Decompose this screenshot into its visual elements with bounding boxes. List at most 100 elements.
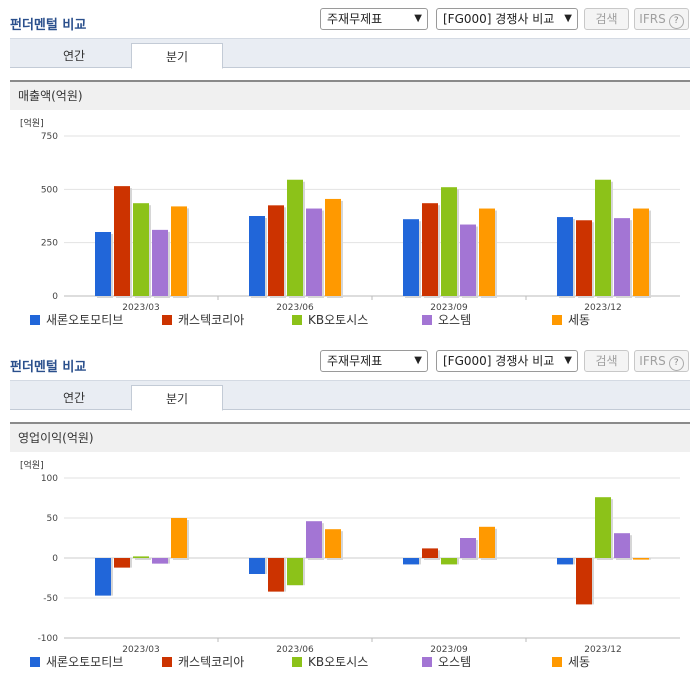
x-tick-label: 2023/06	[276, 303, 314, 310]
bar[interactable]	[133, 556, 149, 558]
bar[interactable]	[595, 179, 611, 296]
legend-item[interactable]: KB오토시스	[292, 311, 368, 329]
financial-statement-select[interactable]: 주재무제표 ▼	[320, 350, 428, 372]
legend-swatch	[422, 315, 432, 325]
x-tick-label: 2023/12	[584, 303, 621, 310]
ifrs-help-button[interactable]: IFRS?	[634, 8, 689, 30]
bar[interactable]	[287, 179, 303, 296]
operating-profit-bar-chart: [억원] 100 50 0 -50 -100 2023/03 2023/06 2023/09 20…	[20, 459, 680, 652]
bar[interactable]	[441, 187, 457, 296]
bar[interactable]	[95, 558, 111, 596]
tab-annual[interactable]: 연간	[62, 49, 86, 63]
legend-swatch	[552, 657, 562, 667]
y-tick-label: -100	[38, 634, 59, 644]
legend-item[interactable]: 새론오토모티브	[30, 311, 123, 329]
legend-item[interactable]: 세동	[552, 311, 590, 329]
bar[interactable]	[133, 203, 149, 296]
legend-swatch	[292, 657, 302, 667]
y-tick-label: 0	[52, 292, 58, 302]
bar[interactable]	[422, 548, 438, 558]
chart-panel-operating-profit: 펀더멘털 비교 주재무제표 ▼ [FG000] 경쟁사 비교 ▼ 검색 IFRS? …	[0, 342, 696, 682]
bar[interactable]	[249, 216, 265, 296]
bar[interactable]	[306, 208, 322, 296]
bar[interactable]	[403, 219, 419, 296]
bar[interactable]	[249, 558, 265, 574]
bar[interactable]	[479, 208, 495, 296]
x-tick-label: 2023/03	[122, 303, 159, 310]
bar[interactable]	[171, 206, 187, 296]
bar[interactable]	[422, 203, 438, 296]
bar[interactable]	[614, 533, 630, 558]
bar[interactable]	[152, 229, 168, 296]
tab-quarterly[interactable]: 분기	[131, 43, 223, 69]
bar[interactable]	[460, 538, 476, 558]
y-unit-label: [억원]	[20, 459, 44, 471]
x-tick-label: 2023/03	[122, 645, 159, 652]
section-title: 영업이익(억원)	[10, 422, 690, 452]
search-button[interactable]: 검색	[584, 8, 629, 30]
help-icon: ?	[668, 14, 684, 29]
search-button[interactable]: 검색	[584, 350, 629, 372]
chart-legend: 새론오토모티브 캐스텍코리아 KB오토시스 오스템 세동	[30, 653, 690, 673]
period-tabs: 연간 분기	[10, 38, 690, 69]
peer-group-select[interactable]: [FG000] 경쟁사 비교 ▼	[436, 350, 578, 372]
y-tick-label: 100	[41, 474, 58, 484]
legend-label: 오스템	[438, 313, 472, 327]
bar[interactable]	[114, 558, 130, 568]
x-tick-label: 2023/06	[276, 645, 314, 652]
legend-label: 세동	[568, 313, 591, 327]
bar[interactable]	[479, 526, 495, 558]
bar[interactable]	[633, 208, 649, 296]
bar[interactable]	[268, 205, 284, 296]
legend-item[interactable]: 캐스텍코리아	[162, 311, 244, 329]
bar[interactable]	[325, 198, 341, 296]
section-title: 매출액(억원)	[10, 80, 690, 110]
chart-legend: 새론오토모티브 캐스텍코리아 KB오토시스 오스템 세동	[30, 311, 690, 331]
bar[interactable]	[403, 558, 419, 565]
y-tick-label: 750	[41, 132, 58, 142]
x-tick-label: 2023/09	[430, 303, 468, 310]
bar[interactable]	[633, 558, 649, 560]
legend-item[interactable]: 캐스텍코리아	[162, 653, 244, 671]
legend-item[interactable]: KB오토시스	[292, 653, 368, 671]
legend-swatch	[30, 315, 40, 325]
legend-item[interactable]: 오스템	[422, 653, 471, 671]
legend-label: 세동	[568, 655, 591, 669]
bar[interactable]	[595, 497, 611, 558]
bar[interactable]	[152, 558, 168, 564]
legend-item[interactable]: 새론오토모티브	[30, 653, 123, 671]
bar[interactable]	[325, 529, 341, 558]
bar[interactable]	[114, 186, 130, 296]
revenue-bar-chart: [억원] 750 500 250 0 2023/03 2023/06 2023/09 2023/…	[20, 117, 680, 310]
legend-swatch	[422, 657, 432, 667]
legend-label: 캐스텍코리아	[178, 655, 245, 669]
chart-panel-revenue: 펀더멘털 비교 주재무제표 ▼ [FG000] 경쟁사 비교 ▼ 검색 IFRS? …	[0, 0, 696, 340]
y-tick-label: -50	[43, 594, 58, 604]
legend-label: KB오토시스	[308, 313, 369, 327]
bar[interactable]	[460, 224, 476, 296]
ifrs-help-button[interactable]: IFRS?	[634, 350, 689, 372]
financial-statement-select[interactable]: 주재무제표 ▼	[320, 8, 428, 30]
bar[interactable]	[614, 218, 630, 296]
peer-group-select[interactable]: [FG000] 경쟁사 비교 ▼	[436, 8, 578, 30]
x-tick-label: 2023/12	[584, 645, 621, 652]
legend-item[interactable]: 세동	[552, 653, 590, 671]
y-tick-label: 500	[41, 185, 58, 195]
bar[interactable]	[171, 518, 187, 558]
bar[interactable]	[95, 232, 111, 296]
y-tick-label: 250	[41, 239, 58, 249]
bar[interactable]	[576, 558, 592, 605]
legend-item[interactable]: 오스템	[422, 311, 471, 329]
bar[interactable]	[306, 521, 322, 558]
bar[interactable]	[441, 558, 457, 565]
tab-quarterly[interactable]: 분기	[131, 385, 223, 411]
chevron-down-icon: ▼	[564, 13, 572, 24]
bar[interactable]	[287, 558, 303, 586]
bar[interactable]	[576, 220, 592, 296]
tab-annual[interactable]: 연간	[62, 391, 86, 405]
bar[interactable]	[268, 558, 284, 592]
bar[interactable]	[557, 558, 573, 565]
bar[interactable]	[557, 217, 573, 296]
period-tabs: 연간 분기	[10, 380, 690, 411]
chevron-down-icon: ▼	[414, 13, 422, 24]
